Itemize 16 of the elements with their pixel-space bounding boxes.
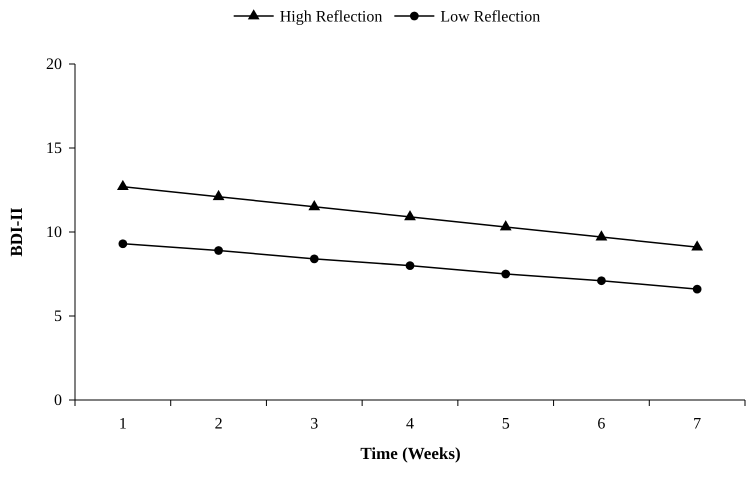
y-tick-label: 10: [46, 224, 62, 242]
x-tick-label: 2: [214, 416, 223, 433]
x-tick-label: 5: [502, 416, 510, 433]
x-axis-title: Time (Weeks): [360, 444, 461, 463]
x-tick-label: 4: [406, 416, 414, 433]
x-tick-label: 6: [597, 416, 606, 433]
legend-label: High Reflection: [280, 8, 382, 26]
y-axis-title: BDI-II: [7, 207, 26, 257]
x-tick-label: 3: [310, 416, 318, 433]
x-tick-label: 1: [118, 416, 127, 433]
legend-label: Low Reflection: [440, 8, 540, 26]
y-tick-label: 0: [54, 392, 62, 410]
x-tick-label: 7: [693, 416, 702, 433]
y-tick-label: 20: [46, 56, 62, 74]
y-tick-label: 5: [54, 308, 62, 326]
y-tick-label: 15: [46, 140, 62, 158]
